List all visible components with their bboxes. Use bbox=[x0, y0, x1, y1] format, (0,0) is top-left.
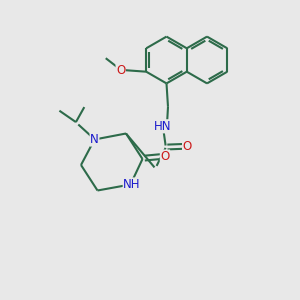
Text: N: N bbox=[90, 133, 99, 146]
Text: HN: HN bbox=[154, 120, 171, 133]
Text: O: O bbox=[116, 64, 125, 77]
Text: O: O bbox=[160, 150, 169, 163]
Text: O: O bbox=[183, 140, 192, 153]
Text: NH: NH bbox=[123, 178, 141, 191]
